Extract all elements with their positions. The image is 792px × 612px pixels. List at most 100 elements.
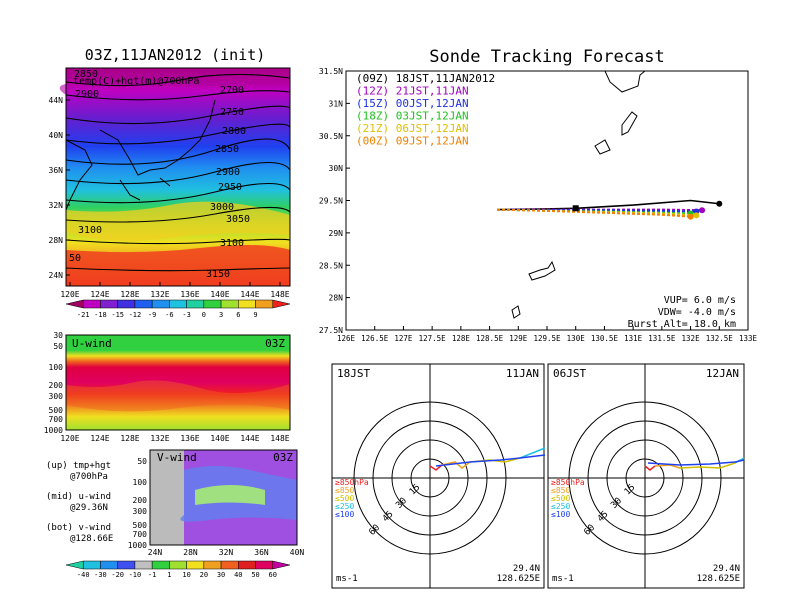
hodograph-lon: 128.625E: [697, 574, 740, 584]
lat-tick-label: 28N: [329, 294, 344, 303]
track-legend-entry: (15Z) 00JST,12JAN: [356, 97, 469, 110]
lat-tick-label: 44N: [49, 96, 64, 105]
coastline: [99, 99, 216, 201]
lon-tick-label: 124E: [90, 434, 109, 443]
lon-tick-label: 131.5E: [648, 334, 676, 343]
lon-tick-label: 124E: [90, 290, 109, 299]
colorbar-swatch: [203, 299, 222, 309]
colorbar-label: 50: [251, 571, 259, 579]
colorbar-swatch: [82, 299, 101, 309]
hodograph-level-label: ≤850: [335, 486, 354, 495]
lon-tick-label: 144E: [240, 290, 259, 299]
colorbar-swatch: [255, 299, 274, 309]
pressure-tick-label: 300: [133, 507, 148, 516]
lon-tick-label: 126E: [337, 334, 356, 343]
height-contours: [65, 73, 291, 272]
lon-tick-label: 120E: [60, 434, 79, 443]
contour-labels: 2850 2900 2700 2750 2800 2850 2900 2950 …: [69, 69, 250, 280]
contour-label: 2950: [218, 182, 242, 193]
colorbar-swatch: [186, 299, 205, 309]
lat-tick-label: 28N: [49, 236, 64, 245]
colorbar-swatch: [117, 299, 136, 309]
colorbar-label: -12: [129, 311, 142, 319]
colorbar-swatch: [100, 299, 118, 309]
sonde-track-line: [497, 208, 691, 218]
lon-tick-label: 136E: [180, 434, 199, 443]
hodograph-level-label: ≤500: [335, 494, 354, 503]
lon-tick-label: 133E: [739, 334, 758, 343]
lon-tick-label: 140E: [210, 434, 229, 443]
lon-tick-label: 127E: [394, 334, 413, 343]
pressure-tick-label: 700: [49, 415, 64, 424]
hodograph-level-label: ≤100: [551, 510, 570, 519]
temperature-map-subtitle: temp(C)+hgt(m)@700hPa: [73, 76, 199, 87]
hodograph-unit: ms-1: [552, 574, 574, 584]
contour-label: 2900: [75, 89, 99, 100]
colorbar-label: -21: [77, 311, 90, 319]
contour-label: 2850: [74, 69, 98, 80]
v-wind-masked-terrain: [150, 450, 184, 545]
hodograph-date: 12JAN: [706, 367, 739, 380]
lon-tick-label: 132.5E: [706, 334, 734, 343]
pressure-tick-label: 100: [49, 363, 64, 372]
temperature-colorbar: -21 -18 -15 -12 -9 -6 -3 0 3 6 9: [65, 299, 291, 319]
hodograph-level-label: ≤250: [551, 502, 570, 511]
v-wind-lat-axis: 24N 28N 32N 36N 40N: [148, 548, 305, 557]
note-line: (mid) u-wind: [46, 492, 111, 502]
hodograph-lat: 29.4N: [713, 564, 740, 574]
contour-label: 3150: [206, 269, 230, 280]
hodograph-trace: [647, 459, 745, 466]
colorbar-swatch: [220, 299, 239, 309]
contour-label: 2750: [220, 107, 244, 118]
tracking-panel: Sonde Tracking Forecast (09Z) 18JST,11JA…: [319, 47, 758, 343]
note-line: (bot) v-wind: [46, 523, 111, 533]
colorbar-label: -15: [111, 311, 124, 319]
colorbar-swatch: [220, 560, 239, 570]
hodograph-trace: [679, 462, 736, 469]
colorbar-label: 20: [200, 571, 208, 579]
colorbar-label: -6: [165, 311, 173, 319]
colorbar-label: 6: [236, 311, 240, 319]
lon-tick-label: 140E: [210, 290, 229, 299]
colorbar-label: 10: [182, 571, 190, 579]
lon-tick-label: 132E: [150, 434, 169, 443]
u-wind-lon-axis: 120E 124E 128E 132E 136E 140E 144E 148E: [60, 434, 289, 443]
colorbar-swatch: [272, 560, 291, 570]
v-wind-time: 03Z: [273, 451, 293, 464]
sonde-track-line: [497, 208, 697, 213]
lat-tick-label: 31.5N: [319, 67, 343, 76]
hodograph-frame: [331, 363, 545, 589]
lat-tick-label: 32N: [49, 201, 64, 210]
lat-tick-label: 32N: [219, 548, 234, 557]
hodograph-level-label: ≤100: [335, 510, 354, 519]
hodograph-lat: 29.4N: [513, 564, 540, 574]
coastline-island: [594, 139, 611, 155]
colorbar-label: -1: [148, 571, 156, 579]
tracking-legend: (09Z) 18JST,11JAN2012(12Z) 21JST,11JAN(1…: [356, 72, 495, 148]
colorbar-label: 30: [217, 571, 225, 579]
lat-tick-label: 31N: [329, 99, 344, 108]
hodograph-unit: ms-1: [336, 574, 358, 584]
hodograph-date: 11JAN: [506, 367, 539, 380]
lon-tick-label: 128.5E: [476, 334, 504, 343]
lon-tick-label: 130.5E: [591, 334, 619, 343]
u-wind-texture: [66, 380, 290, 412]
lat-tick-label: 24N: [49, 271, 64, 280]
colorbar-swatch: [169, 299, 187, 309]
pressure-tick-label: 200: [49, 381, 64, 390]
coastline-kyushu: [604, 70, 646, 93]
coastline-amami: [528, 260, 556, 281]
contour-label: 3100: [78, 225, 102, 236]
temperature-map-frame: [65, 67, 291, 287]
wind-colorbar: -40 -30 -20 -10 -1 1 10 20 30 40 50 60: [65, 560, 291, 579]
colorbar-swatch: [238, 299, 256, 309]
lat-tick-label: 27.5N: [319, 326, 343, 335]
contour-label: 50: [69, 253, 81, 264]
v-wind-frame: [149, 449, 298, 546]
sonde-parameters: VUP= 6.0 m/s VDW= -4.0 m/s Burst Alt= 18…: [628, 295, 736, 330]
lon-tick-label: 128E: [120, 290, 139, 299]
hodograph-level-label: ≤500: [551, 494, 570, 503]
hodograph-level-label: ≥850hPa: [335, 478, 369, 487]
